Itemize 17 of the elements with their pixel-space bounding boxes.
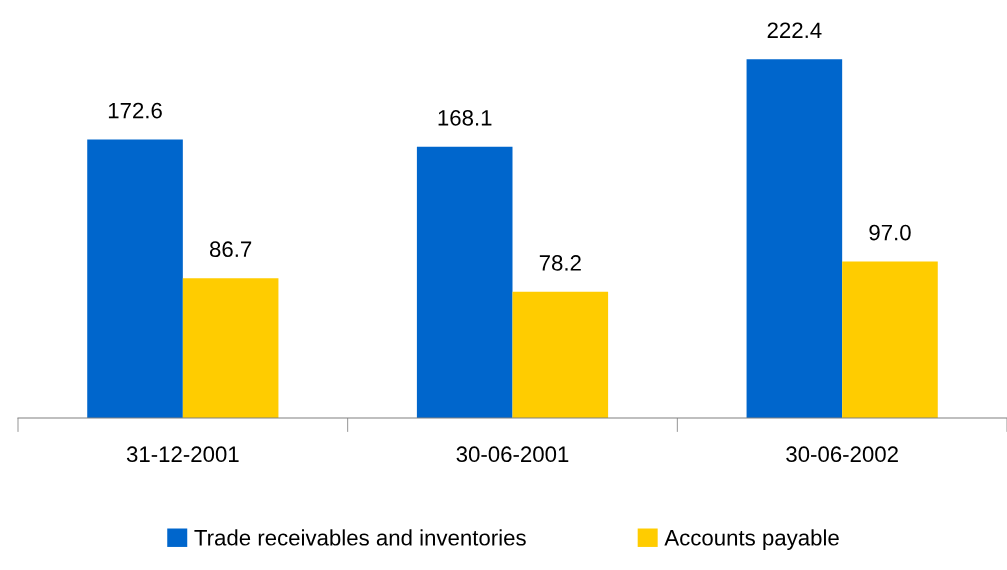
data-label: 172.6: [108, 102, 162, 119]
legend-label: Accounts payable: [664, 529, 839, 550]
x-tick-label: 30-06-2001: [456, 446, 569, 463]
data-label: 86.7: [209, 241, 252, 258]
bar: [87, 139, 183, 418]
x-tick-label: 31-12-2001: [126, 446, 239, 463]
data-label: 222.4: [767, 22, 822, 38]
bar: [842, 261, 938, 418]
bar: [182, 278, 279, 418]
bar: [512, 291, 609, 418]
bar: [416, 146, 513, 418]
data-label: 78.2: [539, 255, 581, 271]
legend-label: Trade receivables and inventories: [194, 529, 526, 546]
bar: [746, 59, 843, 418]
x-tick-label: 30-06-2002: [786, 446, 898, 463]
data-label: 97.0: [869, 224, 911, 241]
data-label: 168.1: [438, 110, 492, 126]
